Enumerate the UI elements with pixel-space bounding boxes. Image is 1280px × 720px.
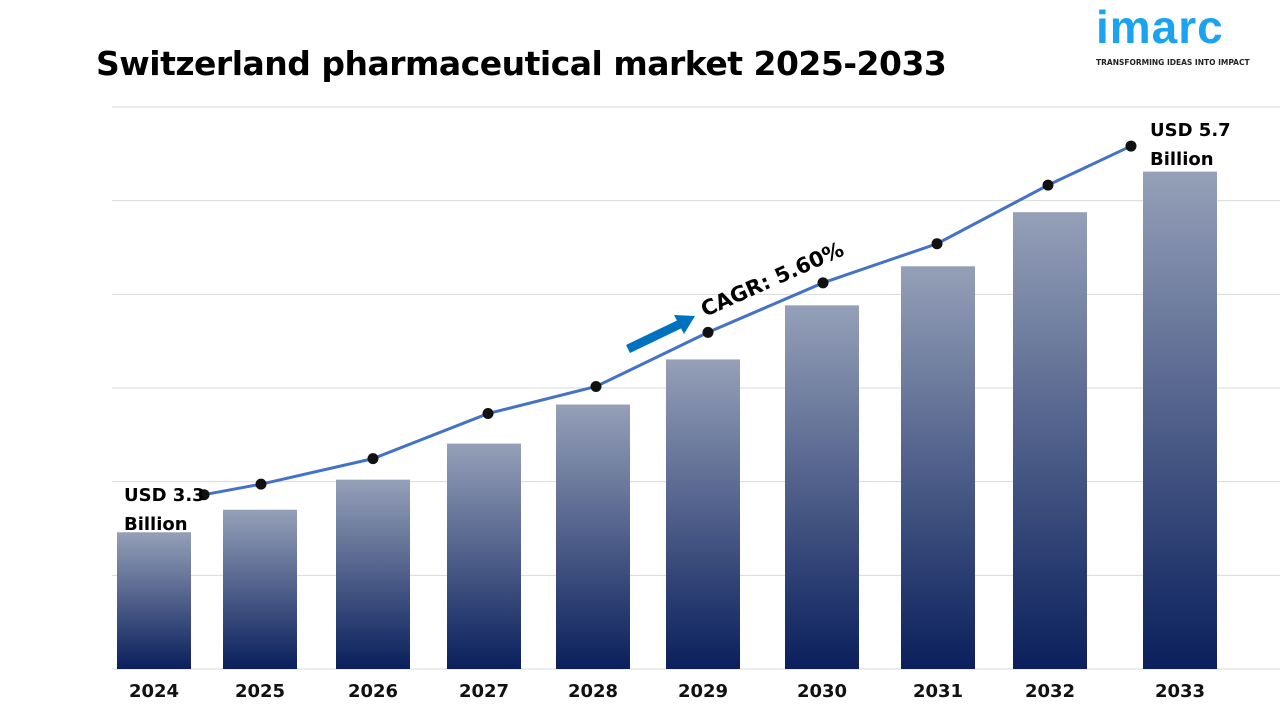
trend-marker — [590, 380, 602, 392]
trend-marker — [1042, 179, 1054, 191]
trend-marker — [702, 326, 714, 338]
trend-marker — [1125, 140, 1137, 152]
cagr-arrow-icon — [626, 315, 695, 354]
bar-2028 — [556, 404, 630, 669]
end-value-label-line1: USD 5.7 — [1150, 120, 1231, 141]
bar-2027 — [447, 443, 521, 669]
bar-2029 — [666, 359, 740, 669]
x-tick-label: 2033 — [1155, 681, 1205, 702]
imarc-logo: imarc TRANSFORMING IDEAS INTO IMPACT — [1094, 0, 1250, 72]
x-tick-label: 2026 — [348, 681, 398, 702]
x-tick-label: 2024 — [129, 681, 179, 702]
x-tick-label: 2030 — [797, 681, 847, 702]
trend-marker — [817, 277, 829, 289]
bar-2032 — [1013, 212, 1087, 669]
bar-2030 — [785, 305, 859, 669]
x-tick-label: 2032 — [1025, 681, 1075, 702]
x-tick-label: 2031 — [913, 681, 963, 702]
bar-2031 — [901, 266, 975, 669]
logo-wordmark: imarc — [1096, 1, 1224, 53]
end-value-label-line2: Billion — [1150, 149, 1214, 170]
bar-2025 — [223, 509, 297, 669]
logo-tagline: TRANSFORMING IDEAS INTO IMPACT — [1096, 58, 1250, 67]
chart-title: Switzerland pharmaceutical market 2025-2… — [96, 44, 947, 83]
start-value-label-line2: Billion — [124, 514, 188, 535]
start-value-label-line1: USD 3.3 — [124, 485, 205, 506]
bar-2024 — [117, 532, 191, 669]
trend-marker — [367, 453, 379, 465]
trend-marker — [198, 489, 210, 501]
bar-2033 — [1143, 171, 1217, 669]
bar-2026 — [336, 479, 410, 669]
x-tick-label: 2027 — [459, 681, 509, 702]
trend-marker — [255, 478, 267, 490]
trend-marker — [482, 408, 494, 420]
x-tick-label: 2025 — [235, 681, 285, 702]
trend-marker — [931, 238, 943, 250]
x-tick-label: 2029 — [678, 681, 728, 702]
x-tick-label: 2028 — [568, 681, 618, 702]
trend-line — [203, 144, 1132, 497]
